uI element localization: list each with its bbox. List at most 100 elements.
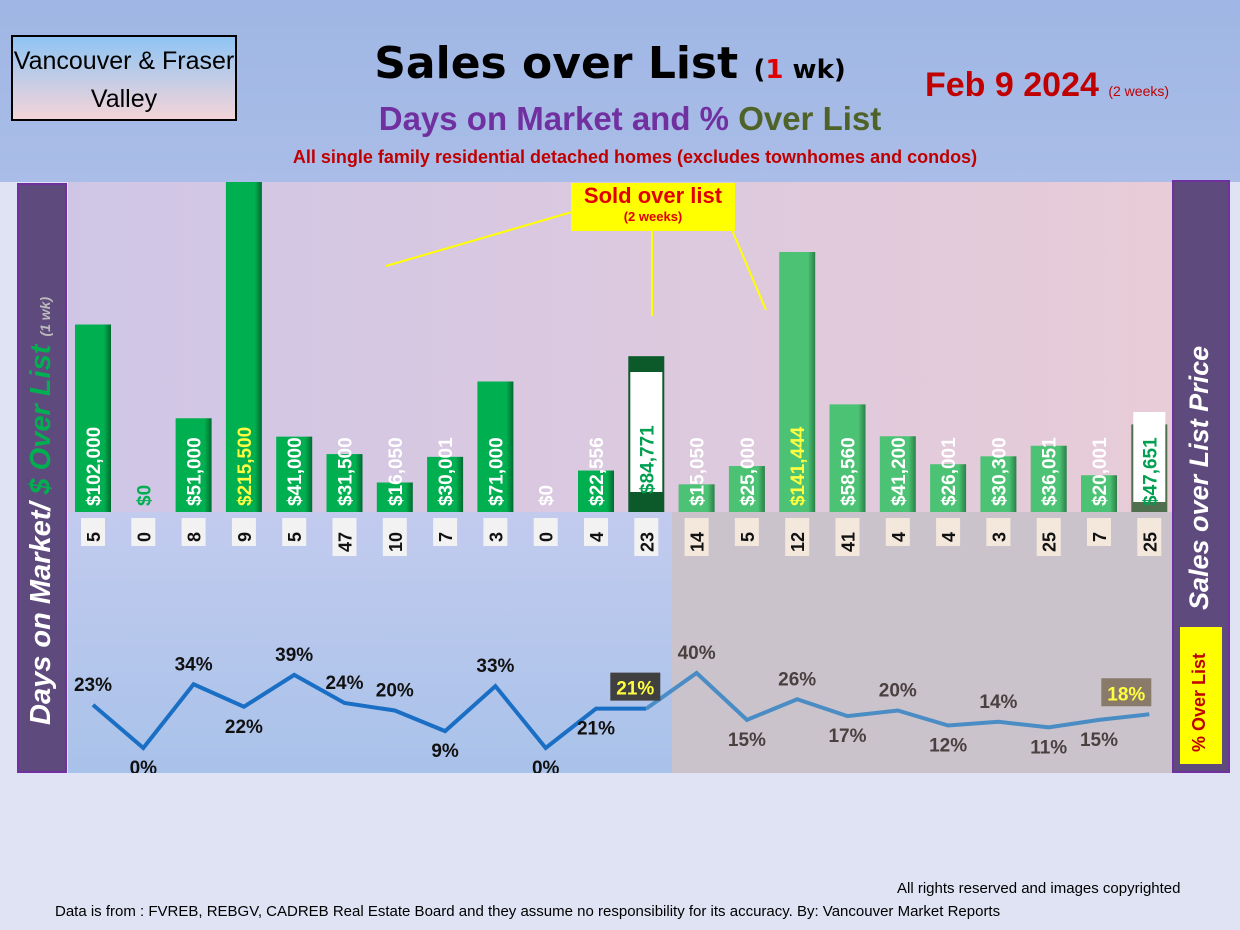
data-source: Data is from : FVREB, REBGV, CADREB Real… [55, 903, 1001, 920]
pct-label: 11% [1030, 737, 1067, 758]
bar-over-list [678, 484, 715, 512]
dom-value: 3 [989, 532, 1009, 542]
bar-label-bg [630, 372, 663, 492]
bar-over-list [225, 182, 262, 512]
bar-value-label: $16,050 [386, 437, 407, 506]
bar-value-label: $47,651 [1140, 437, 1161, 506]
pct-label: 39% [275, 645, 313, 666]
bar-value-label: $20,001 [1090, 437, 1111, 506]
dom-value: 0 [537, 532, 557, 542]
dom-box [282, 518, 307, 546]
bar-value-label: $58,560 [839, 437, 860, 506]
dom-value: 8 [185, 532, 205, 542]
date-text: Feb 9 2024 [925, 66, 1099, 104]
dom-box [231, 518, 256, 546]
bar-value-label: $215,500 [235, 427, 256, 506]
bar-value-label: $31,500 [336, 437, 357, 506]
dom-value: 23 [637, 532, 657, 552]
bar-over-list [175, 418, 212, 512]
bar-value-label: $84,771 [637, 425, 658, 494]
dom-box [533, 518, 558, 546]
bar-value-label: $26,001 [939, 437, 960, 506]
dom-box [835, 518, 860, 556]
subtitle-b: Over List [738, 100, 882, 137]
subtitle-a: Days on Market and % [378, 100, 730, 137]
pct-highlight-box [610, 672, 661, 701]
pct-label: 17% [828, 726, 866, 747]
pct-axis-label: % Over List [1189, 652, 1209, 752]
bar-over-list [427, 456, 464, 512]
dom-box [382, 518, 407, 556]
dom-value: 4 [939, 532, 959, 542]
pct-label: 12% [929, 736, 967, 757]
dom-value: 7 [436, 532, 456, 542]
pct-label: 18% [1107, 684, 1145, 705]
left-axis-panel: Days on Market/ $ Over List (1 wk) [17, 183, 67, 773]
pct-label: 23% [74, 675, 112, 696]
bar-over-list [1030, 445, 1067, 512]
dom-box [332, 518, 357, 556]
bar-value-label: $0 [537, 485, 558, 506]
dom-value: 47 [336, 532, 356, 552]
chart-title: Sales over List (1 wk) [374, 38, 846, 89]
bar-over-list [376, 482, 413, 512]
left-axis-c: (1 wk) [37, 296, 53, 337]
pct-label: 34% [175, 654, 213, 675]
pct-label: 15% [728, 730, 766, 751]
bar-value-label: $30,001 [436, 437, 457, 506]
pct-label: 33% [476, 656, 514, 677]
right-axis-title: Sales over List Price [1184, 345, 1214, 610]
pct-label: 22% [225, 717, 263, 738]
bar-over-list [728, 466, 765, 512]
pct-line-fraser-valley [645, 670, 1150, 730]
dom-value: 14 [688, 532, 708, 552]
dom-box [936, 518, 961, 546]
bar-over-list [930, 464, 967, 512]
bar-over-list [477, 381, 514, 512]
subtitle2: All single family residential detached h… [292, 147, 978, 167]
pct-label: 21% [616, 679, 654, 700]
bar-over-list [276, 436, 313, 512]
dom-value: 5 [285, 532, 305, 542]
pct-label: 24% [325, 673, 363, 694]
bar-over-list [980, 456, 1017, 512]
bar-over-list [779, 252, 816, 512]
bar-over-list [879, 436, 916, 512]
dom-box [885, 518, 910, 546]
pct-line-vancouver [91, 672, 647, 751]
sold-over-list-callout: Sold over list (2 weeks) [571, 183, 735, 231]
bar-value-label: $0 [134, 485, 155, 506]
dom-box [181, 518, 206, 546]
subtitle: Days on Market and % Over List [300, 100, 960, 138]
title-num: 1 [765, 55, 784, 85]
bar-value-label: $25,000 [738, 437, 759, 506]
pct-highlight-box [1101, 678, 1152, 707]
pct-label: 40% [678, 643, 716, 664]
dom-value: 12 [788, 532, 808, 552]
dom-value: 5 [84, 532, 104, 542]
callout-title: Sold over list [583, 183, 723, 208]
pct-label: 26% [778, 669, 816, 690]
bar-value-label: $36,051 [1040, 437, 1061, 506]
callout-arrows [385, 211, 767, 316]
bar-value-label: $15,050 [688, 437, 709, 506]
region-label: Vancouver & Fraser Valley [11, 35, 237, 121]
bar-over-list [326, 454, 363, 512]
pct-label: 20% [879, 681, 917, 702]
dom-box [1137, 518, 1162, 556]
dom-box [483, 518, 508, 546]
pct-label: 14% [979, 692, 1017, 713]
dom-value: 41 [839, 532, 859, 552]
title-unit: wk [792, 55, 834, 85]
pct-label: 21% [577, 719, 615, 740]
dom-box [986, 518, 1011, 546]
bar-value-label: $30,300 [989, 437, 1010, 506]
bar-value-label: $51,000 [185, 437, 206, 506]
dom-box [584, 518, 608, 546]
dom-value: 0 [134, 532, 154, 542]
dom-box [785, 518, 810, 556]
plot-area: $102,000 5 23% $0 0 0% $51,000 8 34% $215,500 9 22%… [68, 182, 1172, 773]
pct-label: 15% [1080, 730, 1118, 751]
date: Feb 9 2024 (2 weeks) [925, 66, 1169, 105]
bar-over-list [75, 324, 111, 512]
